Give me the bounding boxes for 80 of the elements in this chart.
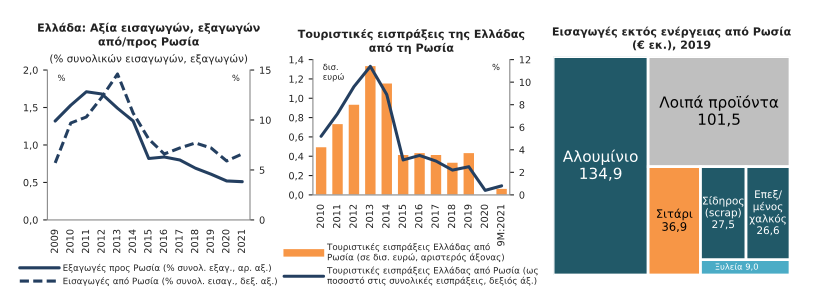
x-tick-label: 2010 (66, 230, 74, 253)
x-tick-label: 2016 (160, 230, 168, 253)
annotation: δισ. ευρώ (323, 64, 344, 82)
x-tick-label: 2018 (448, 204, 456, 228)
chart-subtitle: (% συνολικών εισαγωγών, εξαγωγών) (50, 54, 248, 64)
bar (396, 154, 410, 195)
y2-tick-label: 10 (520, 78, 531, 86)
category-label: Επεξ/ μένος χαλκός (749, 190, 786, 225)
category-label: Αλουμίνιο (562, 150, 638, 165)
x-tick-label: 2016 (415, 204, 422, 228)
legend-label: Τουριστικές εισπράξεις Ελλάδας από Ρωσία (ως ποσοστό στις συνολικές εισπράξεις, δεξιός άξ.) (326, 266, 538, 286)
x-tick-label: 2019 (206, 230, 214, 253)
x-tick-label: 2010 (316, 204, 324, 228)
data-label: 26,6 (757, 226, 779, 236)
data-label: 134,9 (580, 168, 622, 181)
x-tick-label: 2013 (366, 204, 374, 228)
legend-label: Εισαγωγές από Ρωσία (% συνολ. εισαγ., δεξ. αξ.) (64, 277, 277, 286)
x-tick-label: 2013 (112, 230, 120, 253)
bar (364, 64, 377, 195)
chart-title: Ελλάδα: Αξία εισαγωγών, εξαγωγών από/προς Ρωσία (38, 22, 260, 48)
bar (347, 103, 361, 195)
x-tick-label: 2021 (238, 230, 246, 253)
y2-tick-label: 5 (260, 166, 264, 174)
y2-tick-label: 8 (519, 101, 524, 109)
bar (412, 152, 426, 195)
x-tick-label: 2017 (431, 204, 439, 228)
x-tick-label: 2012 (349, 204, 357, 228)
y-tick-label: 0,8 (289, 114, 304, 122)
category-label: Λοιπά προϊόντα (659, 95, 778, 111)
line-series (320, 64, 504, 192)
y-tick-label: 2,0 (24, 66, 38, 75)
annotation: % (492, 64, 500, 70)
x-tick-label: 2014 (382, 204, 390, 228)
data-label: 36,9 (662, 222, 686, 232)
y2-tick-label: 2 (520, 168, 524, 176)
chart-title: Τουριστικές εισπράξεις της Ελλάδας από τη Ρωσία (298, 28, 524, 54)
y-tick-label: 1,4 (289, 56, 304, 64)
y-tick-label: 0,5 (24, 178, 38, 188)
x-tick-label: 2012 (97, 230, 105, 253)
y-tick-label: 0,2 (289, 172, 303, 180)
y2-tick-label: 4 (519, 146, 524, 154)
y2-tick-label: 15 (260, 66, 271, 74)
x-tick-label: 2015 (144, 230, 152, 253)
bar (380, 82, 394, 195)
annotation: % (232, 74, 240, 81)
x-tick-label: 2020 (480, 204, 488, 228)
category-label: Σιτάρι (656, 208, 692, 220)
category-label: Ξυλεία (716, 262, 742, 270)
y-tick-label: 0,6 (289, 133, 304, 142)
bar (330, 122, 344, 195)
y-tick-label: 1,0 (24, 141, 38, 150)
text: Εισαγωγές εκτός ενέργειας από Ρωσία (€ εκ.), 2019 (552, 26, 791, 50)
y2-tick-label: 10 (260, 116, 271, 124)
y-tick-label: 1,5 (24, 104, 38, 112)
y2-tick-label: 0 (519, 191, 524, 199)
legend-label: Εξαγωγές προς Ρωσία (% συνολ. εξαγ., αρ. αξ.) (64, 264, 271, 273)
y-tick-label: 0,0 (24, 216, 38, 225)
bar (429, 154, 443, 195)
x-tick-label: 2020 (222, 230, 230, 253)
data-label: 27,5 (712, 220, 734, 230)
y-tick-label: 0,0 (289, 191, 304, 200)
y-tick-label: 0,4 (289, 152, 304, 162)
data-label: 9,0 (746, 263, 758, 271)
data-label: 101,5 (698, 113, 740, 126)
y-tick-label: 1,2 (289, 75, 303, 84)
y-tick-label: 1,0 (289, 94, 304, 104)
x-tick-label: 2011 (332, 204, 340, 228)
bar (314, 146, 328, 195)
x-tick-label: 2011 (82, 230, 90, 253)
x-tick-label: 2015 (398, 204, 406, 228)
x-tick-label: 2018 (190, 230, 198, 253)
y2-tick-label: 0 (260, 216, 265, 224)
y2-tick-label: 12 (520, 56, 530, 64)
category-label: Σίδηρος (scrap) (702, 196, 744, 218)
x-tick-label: 2017 (175, 230, 183, 253)
x-tick-label: 2014 (128, 230, 136, 253)
x-tick-label: 2009 (50, 230, 58, 253)
annotation: % (58, 74, 65, 81)
y2-tick-label: 6 (520, 124, 524, 132)
x-tick-label: 2019 (464, 204, 472, 228)
